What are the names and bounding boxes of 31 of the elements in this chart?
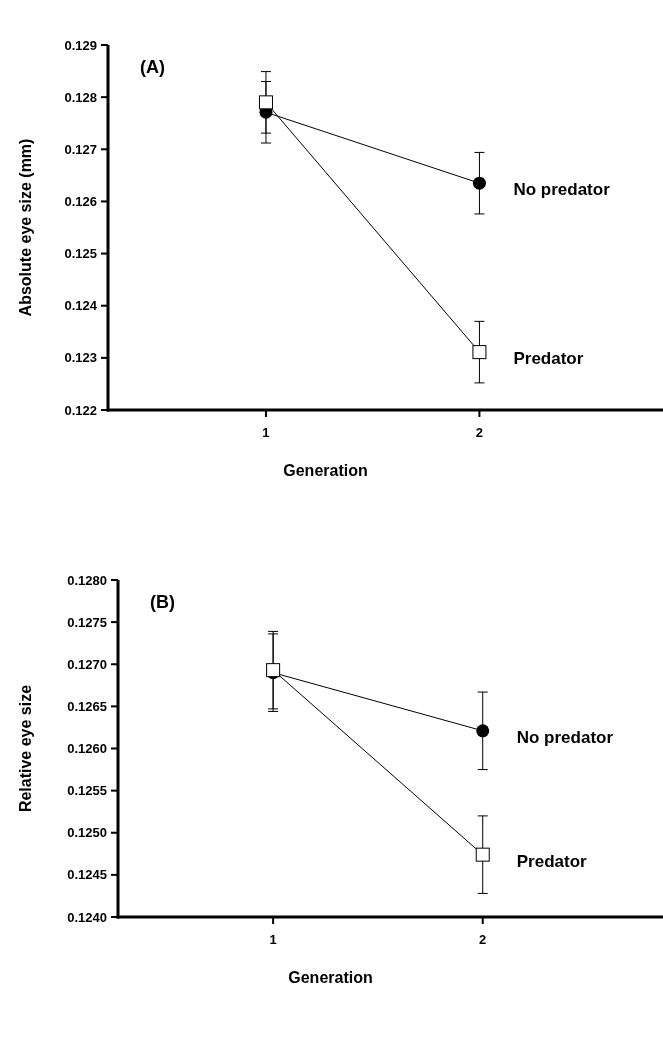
- x-tick-label: 2: [479, 932, 487, 947]
- x-axis-title: Generation: [283, 462, 368, 479]
- y-axis-title: Relative eye size: [17, 684, 34, 813]
- y-tick-label: 0.1240: [67, 909, 107, 925]
- y-tick-label: 0.1260: [67, 741, 107, 757]
- series-label: Predator: [513, 349, 584, 369]
- y-tick-label: 0.126: [64, 193, 97, 209]
- series-label: No predator: [516, 727, 614, 747]
- y-axis-title: Absolute eye size (mm): [17, 138, 34, 317]
- y-tick-label: 0.1270: [67, 656, 107, 672]
- y-tick-label: 0.123: [64, 350, 97, 366]
- x-tick-label: 2: [475, 425, 484, 440]
- y-tick-label: 0.125: [64, 246, 97, 262]
- y-tick-label: 0.127: [64, 141, 97, 157]
- y-tick-label: 0.1250: [67, 825, 107, 841]
- y-tick-label: 0.1245: [67, 867, 107, 883]
- y-tick-label: 0.124: [64, 298, 98, 314]
- y-tick-label: 0.128: [64, 89, 97, 105]
- text: (B): [150, 592, 175, 612]
- x-tick-label: 1: [262, 425, 270, 440]
- x-tick-label: 1: [269, 932, 277, 947]
- series-label: Predator: [516, 851, 588, 871]
- text: (A): [140, 57, 165, 77]
- y-tick-label: 0.1275: [67, 614, 107, 630]
- y-tick-label: 0.122: [64, 402, 97, 418]
- y-tick-label: 0.1280: [67, 572, 107, 588]
- y-tick-label: 0.129: [64, 37, 97, 53]
- y-tick-label: 0.1255: [67, 783, 107, 799]
- series-label: No predator: [513, 180, 611, 200]
- x-axis-title: Generation: [288, 969, 373, 986]
- y-tick-label: 0.1265: [67, 698, 107, 714]
